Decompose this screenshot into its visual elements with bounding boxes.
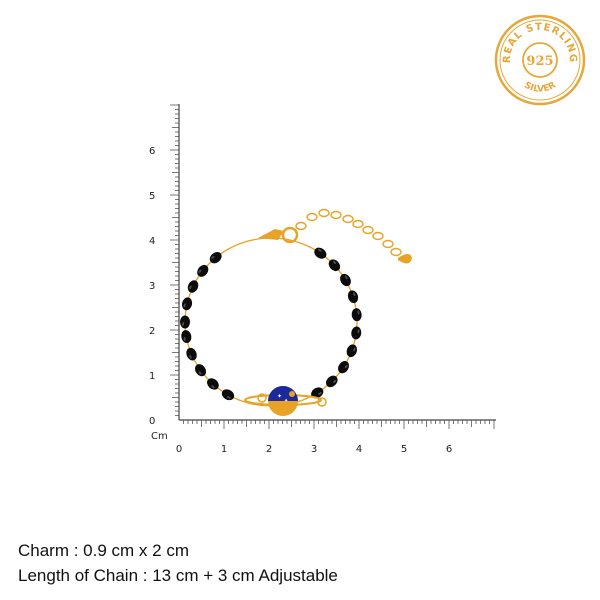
- black-bead: [346, 344, 358, 358]
- x-tick-label: 3: [311, 444, 317, 455]
- black-bead: [180, 315, 190, 329]
- chain-link: [382, 239, 394, 249]
- y-tick-label: 4: [149, 236, 155, 247]
- drop-charm: [398, 254, 412, 264]
- y-tick-label: 2: [149, 326, 155, 337]
- chain-link: [390, 247, 402, 257]
- black-bead: [351, 326, 362, 340]
- unit-label: Cm: [151, 431, 168, 442]
- black-bead: [187, 280, 199, 293]
- y-tick-label: 0: [149, 416, 155, 427]
- x-tick-label: 2: [266, 444, 272, 455]
- chain-length-spec: Length of Chain : 13 cm + 3 cm Adjustabl…: [18, 566, 338, 585]
- svg-text:✦: ✦: [277, 393, 282, 400]
- chain-link: [372, 231, 384, 241]
- black-bead: [209, 251, 222, 264]
- x-tick-label: 0: [176, 444, 182, 455]
- x-tick-label: 5: [401, 444, 407, 455]
- badge-bottom-text: SILVER: [522, 80, 557, 94]
- lobster-clasp: [258, 226, 299, 244]
- x-tick-label: 1: [221, 444, 227, 455]
- y-tick-label: 1: [149, 371, 155, 382]
- black-bead: [197, 264, 209, 277]
- planet-charm: ✦ ✦: [244, 386, 327, 416]
- black-bead: [181, 297, 193, 311]
- ruler: 0 1 2 3 4 5 6 0 1 2 3 4 5 6 Cm: [149, 104, 496, 455]
- x-tick-label: 6: [446, 444, 452, 455]
- charm-size-spec: Charm : 0.9 cm x 2 cm: [18, 541, 189, 560]
- chain-link: [352, 219, 364, 229]
- chain-link: [362, 225, 374, 235]
- extension-chain: [295, 208, 402, 257]
- black-bead: [195, 364, 207, 377]
- black-bead: [328, 259, 341, 272]
- black-bead: [311, 387, 324, 399]
- chain-link: [295, 221, 307, 231]
- chain-link: [318, 208, 330, 218]
- bracelet: ✦ ✦: [180, 208, 412, 416]
- black-bead: [314, 247, 327, 259]
- black-bead: [347, 290, 359, 304]
- black-bead: [221, 389, 235, 401]
- black-bead: [186, 347, 197, 361]
- y-tick-label: 6: [149, 146, 155, 157]
- chain-link: [330, 210, 342, 220]
- black-bead: [326, 375, 338, 388]
- x-tick-label: 4: [356, 444, 362, 455]
- sterling-silver-badge: REAL STERLING SILVER 925: [494, 14, 586, 106]
- badge-center-text: 925: [526, 54, 553, 69]
- black-bead: [340, 273, 351, 287]
- svg-text:SILVER: SILVER: [522, 80, 557, 94]
- black-bead: [338, 361, 350, 374]
- y-tick-label: 5: [149, 191, 155, 202]
- black-bead: [351, 308, 362, 322]
- svg-text:✦: ✦: [284, 398, 288, 404]
- y-tick-label: 3: [149, 281, 155, 292]
- black-bead: [181, 330, 192, 344]
- chain-link: [342, 214, 354, 224]
- chain-link: [306, 212, 318, 222]
- black-bead: [207, 378, 219, 390]
